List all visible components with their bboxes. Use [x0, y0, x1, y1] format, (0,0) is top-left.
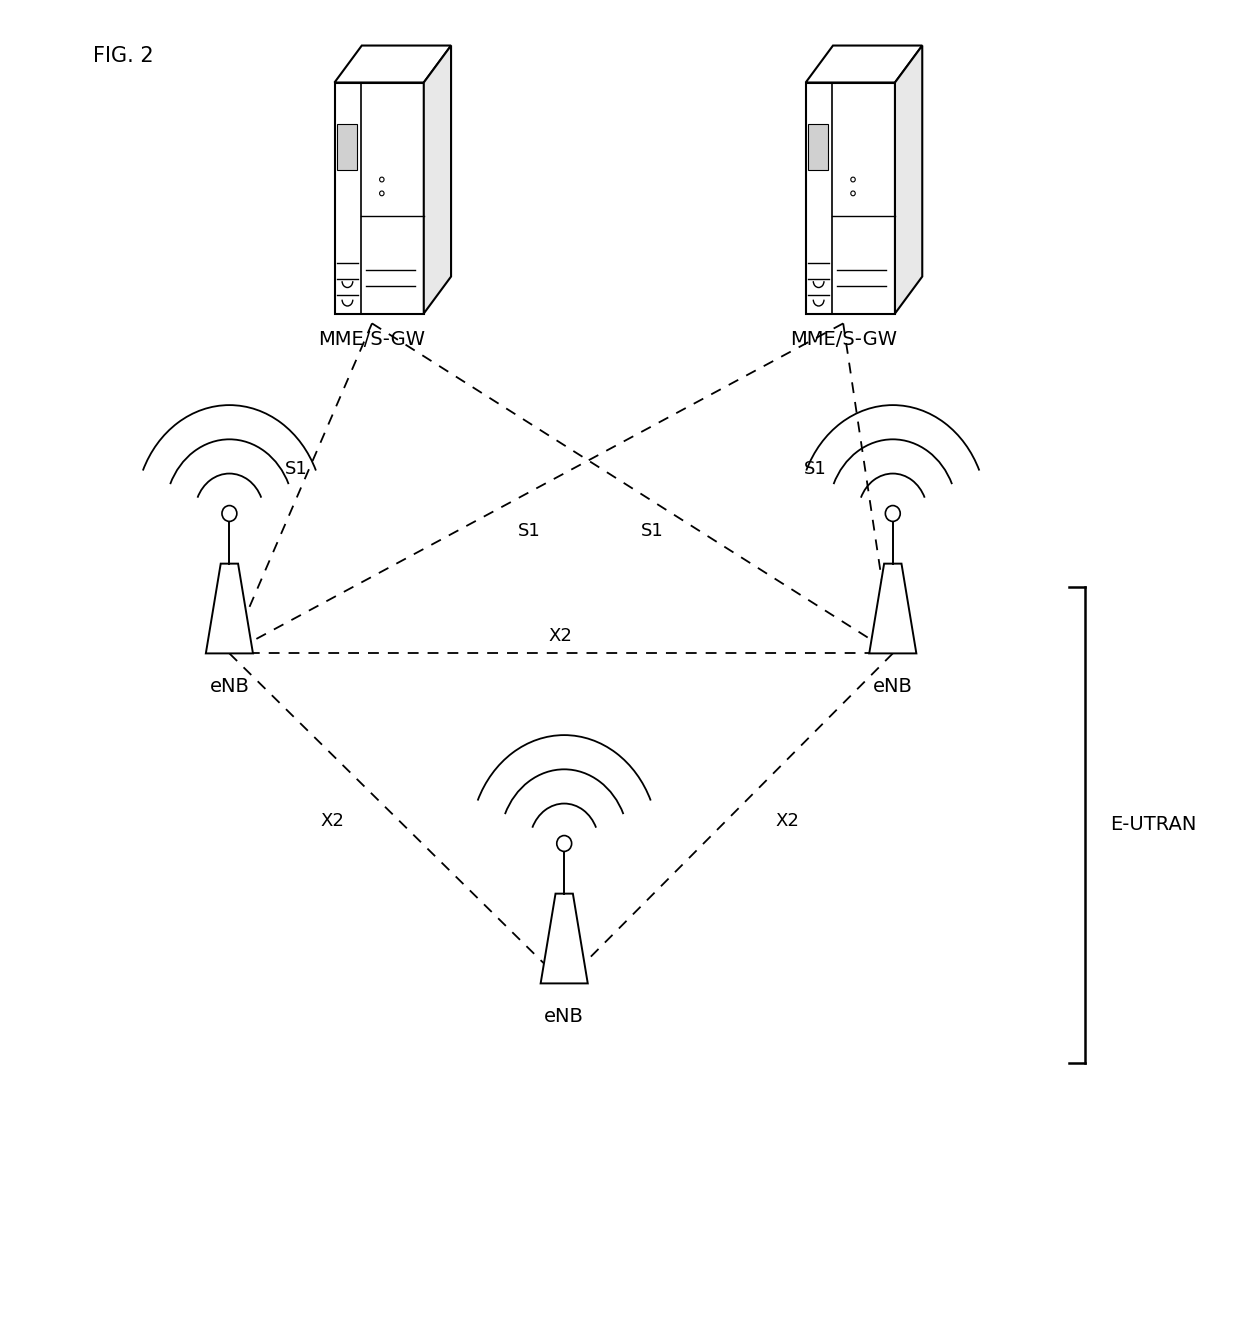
- Text: MME/S-GW: MME/S-GW: [319, 330, 425, 348]
- Circle shape: [222, 506, 237, 521]
- Text: MME/S-GW: MME/S-GW: [790, 330, 897, 348]
- Circle shape: [851, 177, 856, 182]
- Text: eNB: eNB: [210, 677, 249, 696]
- Polygon shape: [806, 45, 923, 82]
- Text: S1: S1: [518, 521, 541, 540]
- Text: X2: X2: [775, 812, 799, 830]
- Circle shape: [379, 191, 384, 195]
- Circle shape: [379, 177, 384, 182]
- Polygon shape: [337, 124, 357, 170]
- Polygon shape: [335, 45, 451, 82]
- Text: FIG. 2: FIG. 2: [93, 46, 154, 66]
- Polygon shape: [806, 82, 895, 314]
- Polygon shape: [808, 124, 828, 170]
- Polygon shape: [541, 894, 588, 983]
- Polygon shape: [895, 45, 923, 314]
- Polygon shape: [206, 564, 253, 653]
- Text: S1: S1: [641, 521, 663, 540]
- Text: S1: S1: [804, 459, 826, 478]
- Polygon shape: [869, 564, 916, 653]
- Text: eNB: eNB: [544, 1007, 584, 1026]
- Circle shape: [557, 836, 572, 851]
- Polygon shape: [335, 82, 424, 314]
- Polygon shape: [424, 45, 451, 314]
- Text: X2: X2: [548, 627, 573, 645]
- Text: S1: S1: [285, 459, 308, 478]
- Circle shape: [851, 191, 856, 195]
- Text: X2: X2: [321, 812, 345, 830]
- Circle shape: [885, 506, 900, 521]
- Text: E-UTRAN: E-UTRAN: [1110, 816, 1197, 834]
- Text: eNB: eNB: [873, 677, 913, 696]
